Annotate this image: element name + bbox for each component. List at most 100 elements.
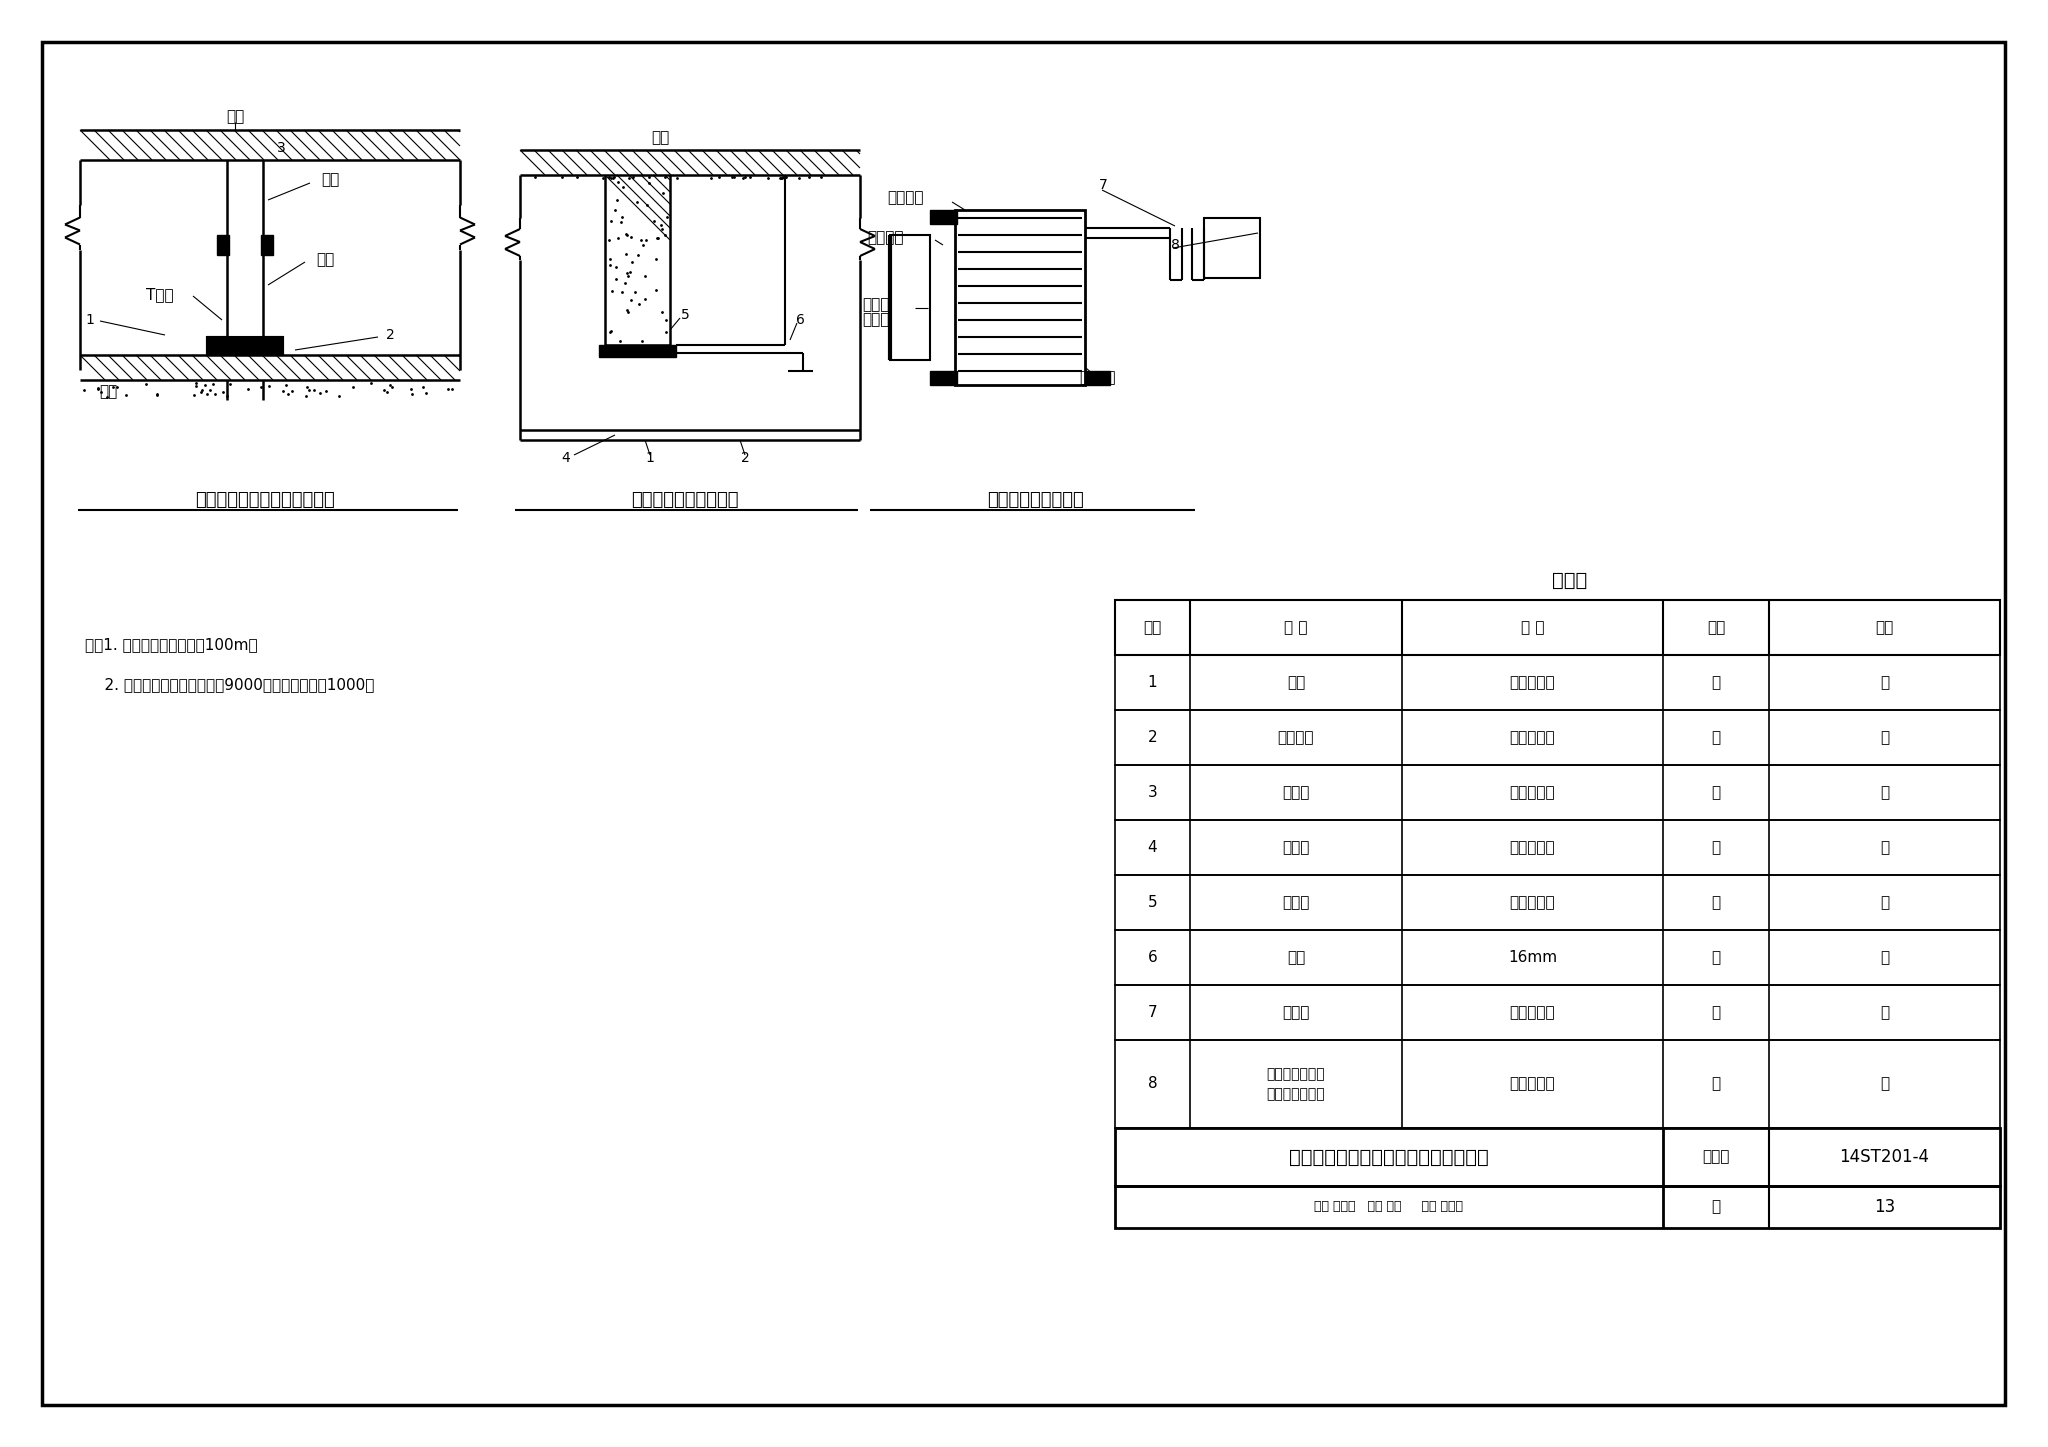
Bar — [207, 337, 283, 355]
Bar — [1114, 1187, 2001, 1229]
Text: －: － — [1880, 841, 1888, 855]
Text: －: － — [1880, 1006, 1888, 1020]
Text: 14ST201-4: 14ST201-4 — [1839, 1147, 1929, 1166]
Text: 个: 个 — [1712, 951, 1720, 965]
Text: 变径: 变径 — [315, 252, 334, 268]
Text: 采样管: 采样管 — [1282, 1006, 1309, 1020]
Text: 注：1. 采样管长度不宜超过100m。: 注：1. 采样管长度不宜超过100m。 — [86, 638, 258, 653]
Text: 感烟火灾探测器: 感烟火灾探测器 — [1266, 1087, 1325, 1101]
Bar — [598, 344, 676, 357]
Bar — [930, 370, 956, 385]
Bar — [1114, 985, 2001, 1040]
Text: 个: 个 — [1712, 786, 1720, 800]
Text: 4: 4 — [561, 451, 571, 464]
Text: 楼板: 楼板 — [98, 385, 117, 399]
Text: 2. 采样点间距最大不应超过9000，最小不应小于1000。: 2. 采样点间距最大不应超过9000，最小不应小于1000。 — [86, 677, 375, 693]
Text: 1: 1 — [86, 313, 94, 327]
Text: 8: 8 — [1147, 1077, 1157, 1091]
Text: T型区: T型区 — [145, 288, 174, 302]
Text: 1: 1 — [645, 451, 655, 464]
Text: 管路采样式吸气感烟火灾探测器安装图: 管路采样式吸气感烟火灾探测器安装图 — [1288, 1147, 1489, 1166]
Text: 个: 个 — [1712, 674, 1720, 690]
Text: 地板: 地板 — [225, 110, 244, 124]
Text: 1: 1 — [1147, 674, 1157, 690]
Text: －: － — [1880, 1077, 1888, 1091]
Text: 固定位置: 固定位置 — [868, 230, 905, 246]
Text: －: － — [1712, 1006, 1720, 1020]
Bar — [930, 210, 956, 224]
Text: 封闭的: 封闭的 — [862, 298, 889, 313]
Bar — [1114, 930, 2001, 985]
Text: 固定位置: 固定位置 — [1079, 370, 1116, 385]
Text: 末端帽: 末端帽 — [1282, 786, 1309, 800]
Text: 见设计选型: 见设计选型 — [1509, 841, 1554, 855]
Bar — [1114, 710, 2001, 765]
Text: 个: 个 — [1712, 1077, 1720, 1091]
Text: －: － — [1880, 674, 1888, 690]
Text: 7: 7 — [1147, 1006, 1157, 1020]
Bar — [891, 234, 930, 360]
Text: 5: 5 — [1147, 896, 1157, 910]
Text: 5: 5 — [680, 308, 690, 323]
Bar — [1114, 820, 2001, 875]
Text: 数量: 数量 — [1876, 619, 1894, 635]
Text: －: － — [1880, 896, 1888, 910]
Bar — [1114, 601, 2001, 655]
Text: 管卡: 管卡 — [1286, 674, 1305, 690]
Text: 回风格栅: 回风格栅 — [887, 191, 924, 205]
Text: 支管: 支管 — [1286, 951, 1305, 965]
Text: 楼板: 楼板 — [651, 130, 670, 146]
Text: 名 称: 名 称 — [1284, 619, 1309, 635]
Bar — [1204, 218, 1260, 278]
Text: 2: 2 — [1147, 729, 1157, 745]
Text: 末端帽: 末端帽 — [862, 313, 889, 327]
Bar — [954, 210, 1085, 385]
Bar — [1114, 655, 2001, 710]
Text: 7: 7 — [1098, 178, 1108, 192]
Text: 管路采样式吸气: 管路采样式吸气 — [1266, 1066, 1325, 1081]
Bar — [217, 234, 229, 255]
Text: －: － — [1712, 896, 1720, 910]
Text: －: － — [1880, 729, 1888, 745]
Text: 13: 13 — [1874, 1198, 1894, 1215]
Text: 审核 姚凤成   校对 齐航     设计 李俊青: 审核 姚凤成 校对 齐航 设计 李俊青 — [1315, 1201, 1464, 1214]
Text: 序号: 序号 — [1143, 619, 1161, 635]
Text: 个: 个 — [1712, 841, 1720, 855]
Text: 采样孔: 采样孔 — [1282, 841, 1309, 855]
Bar — [1114, 765, 2001, 820]
Text: 管道: 管道 — [322, 172, 340, 188]
Text: 个: 个 — [1712, 729, 1720, 745]
Text: 见设计选型: 见设计选型 — [1509, 674, 1554, 690]
Text: 材料表: 材料表 — [1552, 570, 1587, 589]
Text: 4: 4 — [1147, 841, 1157, 855]
Text: 见设计选型: 见设计选型 — [1509, 729, 1554, 745]
Text: 图集号: 图集号 — [1702, 1149, 1731, 1165]
Text: 3: 3 — [1147, 786, 1157, 800]
Text: 见设计选型: 见设计选型 — [1509, 1077, 1554, 1091]
Bar — [1114, 1129, 2001, 1187]
Text: 主采样管: 主采样管 — [1278, 729, 1315, 745]
Text: 回风格栅采样节点图: 回风格栅采样节点图 — [987, 491, 1083, 509]
Text: 3: 3 — [276, 140, 285, 155]
Text: 单位: 单位 — [1706, 619, 1724, 635]
Bar — [1114, 875, 2001, 930]
Text: 16mm: 16mm — [1507, 951, 1556, 965]
Text: －: － — [1880, 951, 1888, 965]
Text: 6: 6 — [1147, 951, 1157, 965]
Bar — [1085, 370, 1110, 385]
Bar — [1114, 1040, 2001, 1129]
Text: 2: 2 — [385, 328, 395, 341]
Text: 6: 6 — [795, 313, 805, 327]
Text: －: － — [1880, 786, 1888, 800]
Text: 见设计选型: 见设计选型 — [1509, 786, 1554, 800]
Text: 地板下的立式管道采样节点图: 地板下的立式管道采样节点图 — [195, 491, 336, 509]
Text: 页: 页 — [1712, 1200, 1720, 1214]
Text: 铝型材: 铝型材 — [1282, 896, 1309, 910]
Text: 2: 2 — [741, 451, 750, 464]
Text: 8: 8 — [1171, 237, 1180, 252]
Text: 梁下手杖式采样节点图: 梁下手杖式采样节点图 — [631, 491, 739, 509]
Text: 见设计选型: 见设计选型 — [1509, 896, 1554, 910]
Bar — [260, 234, 272, 255]
Text: 见设计选型: 见设计选型 — [1509, 1006, 1554, 1020]
Text: 规 格: 规 格 — [1522, 619, 1544, 635]
